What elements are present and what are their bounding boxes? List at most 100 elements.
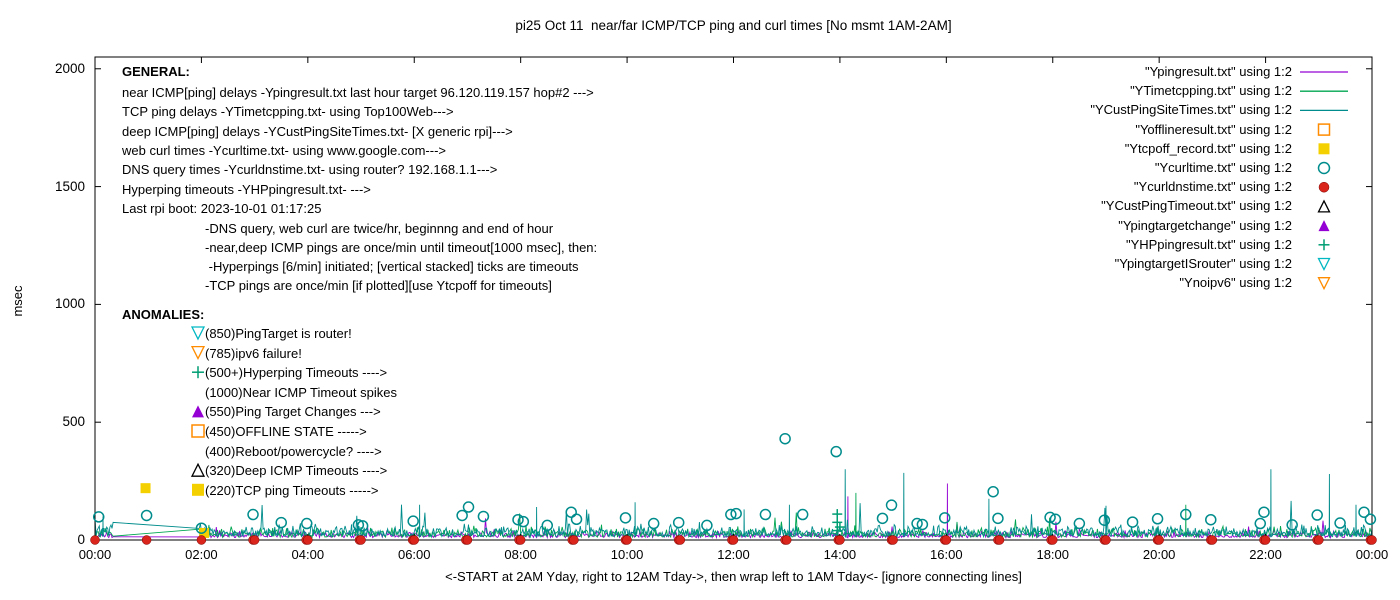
marker-circle-open bbox=[1151, 513, 1164, 525]
legend-label: "Ynoipv6" using 1:2 bbox=[1179, 275, 1292, 291]
chart-title: pi25 Oct 11 near/far ICMP/TCP ping and c… bbox=[515, 18, 952, 33]
x-tick-label: 10:00 bbox=[610, 547, 644, 562]
marker-circle-filled bbox=[356, 535, 366, 545]
general-line: near ICMP[ping] delays -Ypingresult.txt … bbox=[122, 85, 594, 100]
general-line: Last rpi boot: 2023-10-01 01:17:25 bbox=[122, 200, 322, 216]
marker-circle-filled bbox=[1367, 535, 1377, 545]
marker-circle-filled bbox=[835, 535, 845, 545]
marker-circle-open bbox=[301, 517, 313, 530]
legend-label: "Ypingresult.txt" using 1:2 bbox=[1144, 64, 1292, 79]
marker-circle-open bbox=[356, 520, 369, 532]
marker-circle-open bbox=[92, 511, 105, 523]
legend-label: "Ycurltime.txt" using 1:2 bbox=[1154, 160, 1292, 175]
x-tick-label: 08:00 bbox=[504, 547, 537, 562]
y-tick-label: 500 bbox=[62, 414, 85, 430]
marker-circle-open bbox=[1311, 509, 1323, 521]
general-line: deep ICMP[ping] delays -YCustPingSiteTim… bbox=[122, 123, 513, 139]
anomaly-item: (450)OFFLINE STATE -----> bbox=[205, 424, 367, 439]
marker-circle-filled bbox=[196, 535, 207, 545]
marker-circle-open bbox=[565, 506, 577, 518]
marker-circle-filled bbox=[141, 535, 152, 545]
marker-circle-open bbox=[1258, 506, 1270, 518]
marker-circle-filled bbox=[675, 535, 686, 545]
x-axis-title: <-START at 2AM Yday, right to 12AM Tday-… bbox=[445, 569, 1022, 584]
series-line bbox=[94, 492, 1373, 539]
marker-triangle-up-filled bbox=[1318, 220, 1330, 232]
marker-circle-open bbox=[570, 513, 583, 526]
marker-square-open bbox=[191, 424, 205, 438]
series-line bbox=[94, 469, 1373, 539]
legend-label: "Yofflineresult.txt" using 1:2 bbox=[1135, 121, 1292, 137]
marker-circle-filled bbox=[994, 535, 1005, 545]
y-axis-title: msec bbox=[10, 285, 25, 317]
general-heading: GENERAL: bbox=[122, 64, 190, 79]
anomaly-item: (320)Deep ICMP Timeouts ----> bbox=[205, 463, 388, 479]
general-line: web curl times -Ycurltime.txt- using www… bbox=[122, 142, 447, 158]
marker-square-filled bbox=[140, 483, 151, 494]
general-line: TCP ping delays -YTimetcpping.txt- using… bbox=[122, 104, 454, 120]
marker-circle-open bbox=[456, 509, 468, 522]
marker-triangle-up-open bbox=[190, 462, 206, 477]
legend-label: "Ypingtargetchange" using 1:2 bbox=[1118, 217, 1292, 233]
marker-triangle-down-open bbox=[1317, 277, 1331, 291]
marker-circle-filled bbox=[941, 535, 952, 545]
x-tick-label: 20:00 bbox=[1142, 547, 1176, 562]
legend-label: "Ytcpoff_record.txt" using 1:2 bbox=[1124, 140, 1292, 156]
x-tick-label: 18:00 bbox=[1036, 547, 1070, 562]
marker-circle-open bbox=[725, 508, 737, 521]
marker-circle-open bbox=[247, 508, 259, 521]
marker-circle-open bbox=[352, 519, 365, 531]
marker-triangle-down-open bbox=[190, 345, 206, 361]
marker-circle-open bbox=[992, 512, 1004, 525]
anomaly-item: (1000)Near ICMP Timeout spikes bbox=[205, 384, 397, 400]
x-tick-label: 00:00 bbox=[1355, 547, 1389, 562]
general-note: -TCP pings are once/min [if plotted][use… bbox=[205, 278, 552, 294]
marker-circle-filled bbox=[1154, 535, 1164, 545]
general-line: Hyperping timeouts -YHPpingresult.txt- -… bbox=[122, 181, 371, 197]
y-tick-label: 2000 bbox=[54, 60, 85, 76]
marker-square-filled bbox=[192, 483, 204, 496]
marker-circle-open bbox=[830, 445, 842, 458]
marker-circle-filled bbox=[622, 535, 632, 545]
marker-circle-open bbox=[1254, 517, 1267, 530]
anomaly-item: (785)ipv6 failure! bbox=[205, 345, 302, 361]
marker-circle-filled bbox=[462, 535, 473, 545]
x-tick-label: 02:00 bbox=[185, 547, 218, 562]
marker-circle-open bbox=[1126, 516, 1139, 528]
marker-circle-filled bbox=[409, 535, 419, 545]
marker-circle-open bbox=[407, 515, 419, 527]
anomaly-item: (550)Ping Target Changes ---> bbox=[205, 404, 381, 420]
anomalies-heading: ANOMALIES: bbox=[122, 307, 205, 322]
marker-triangle-down-open bbox=[1317, 257, 1331, 271]
x-tick-label: 16:00 bbox=[930, 547, 963, 562]
marker-circle-open bbox=[1286, 519, 1298, 531]
marker-circle-filled bbox=[1101, 535, 1111, 545]
marker-square-open bbox=[1317, 123, 1331, 136]
marker-circle-open bbox=[1358, 506, 1370, 518]
marker-circle-open bbox=[759, 508, 772, 521]
legend-label: "YpingtargetISrouter" using 1:2 bbox=[1114, 256, 1292, 271]
marker-circle-open bbox=[938, 512, 951, 524]
x-tick-label: 04:00 bbox=[291, 547, 325, 562]
marker-circle-filled bbox=[249, 535, 260, 545]
marker-circle-open bbox=[462, 501, 475, 513]
marker-circle-open bbox=[275, 516, 287, 529]
marker-circle-open bbox=[779, 432, 791, 445]
marker-circle-open bbox=[1044, 511, 1056, 524]
y-tick-label: 1000 bbox=[54, 296, 85, 312]
marker-triangle-up-filled bbox=[192, 405, 204, 418]
general-note: -near,deep ICMP pings are once/min until… bbox=[205, 239, 598, 255]
marker-circle-open bbox=[876, 512, 889, 525]
marker-circle-open bbox=[672, 516, 685, 529]
marker-circle-filled bbox=[1207, 535, 1218, 545]
x-tick-label: 14:00 bbox=[823, 547, 857, 562]
marker-circle-filled bbox=[1048, 535, 1058, 545]
marker-circle-open bbox=[885, 499, 898, 511]
general-note: -DNS query, web curl are twice/hr, begin… bbox=[205, 220, 554, 236]
marker-circle-open bbox=[1334, 517, 1346, 529]
anomaly-item: (500+)Hyperping Timeouts ----> bbox=[205, 365, 388, 381]
anomaly-item: (400)Reboot/powercycle? ----> bbox=[205, 443, 382, 459]
marker-circle-filled bbox=[90, 535, 100, 545]
